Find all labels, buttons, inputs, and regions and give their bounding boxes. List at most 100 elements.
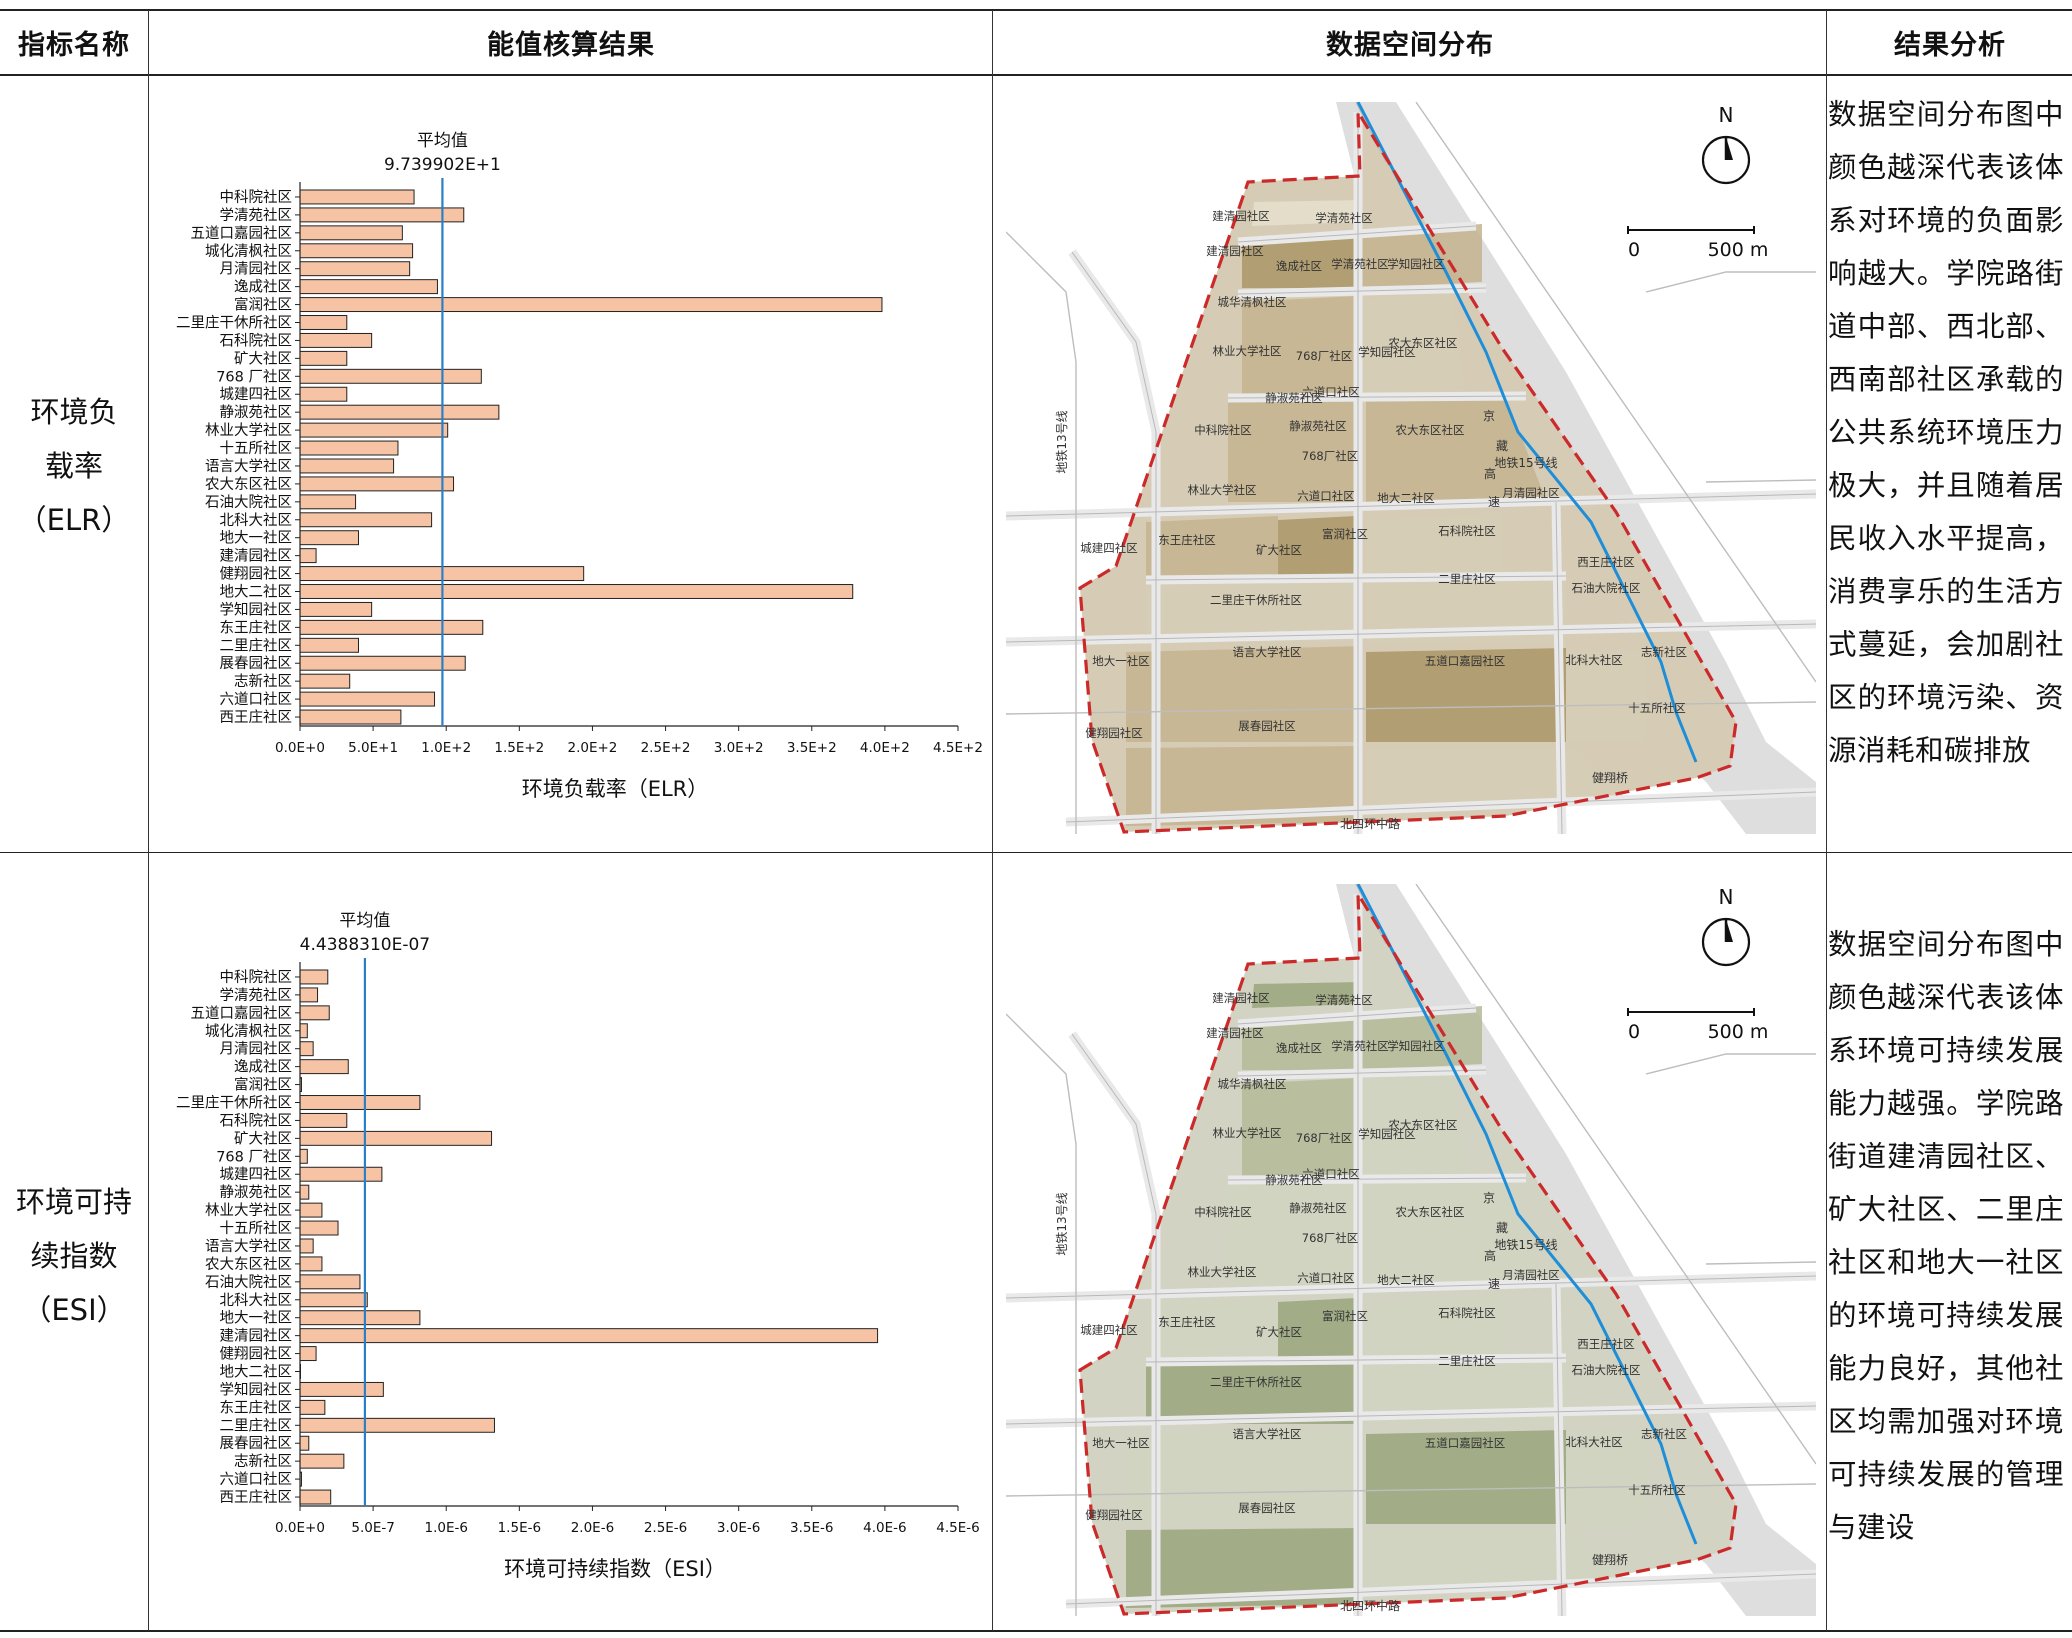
bar bbox=[299, 494, 357, 510]
community-label: 林业大学社区 bbox=[1188, 1265, 1257, 1279]
community-label: 二里庄社区 bbox=[1438, 1354, 1496, 1368]
community-block bbox=[1126, 1428, 1362, 1524]
community-block bbox=[1146, 1362, 1362, 1424]
community-label: 学知园社区 bbox=[1358, 345, 1416, 359]
road-edge bbox=[1145, 575, 1567, 581]
community-block bbox=[1366, 1430, 1566, 1524]
col-divider-1 bbox=[148, 10, 149, 1631]
north-label: N bbox=[1719, 885, 1734, 909]
community-label: 矿大社区 bbox=[1256, 543, 1302, 557]
road-edge bbox=[1065, 791, 1817, 823]
header-result-analysis: 结果分析 bbox=[1894, 29, 2006, 61]
mean-label: 平均值 bbox=[339, 911, 390, 931]
bar bbox=[299, 476, 455, 492]
community-label: 林业大学社区 bbox=[1213, 1126, 1282, 1140]
community-label: 展春园社区 bbox=[1238, 719, 1296, 733]
bar bbox=[299, 261, 411, 277]
north-arrow-needle bbox=[1726, 919, 1733, 942]
row1-analysis-text: 数据空间分布图中颜色越深代表该体系对环境的负面影响越大。学院路街道中部、西北部、… bbox=[1828, 98, 2064, 767]
community-block bbox=[1362, 1006, 1482, 1070]
category-label: 地大二社区 bbox=[220, 584, 293, 601]
category-label: 二里庄社区 bbox=[220, 636, 293, 654]
category-label: 学知园社区 bbox=[220, 601, 293, 618]
category-label: 六道口社区 bbox=[220, 1471, 293, 1488]
road-edge bbox=[1005, 493, 1817, 517]
community-label: 富润社区 bbox=[1322, 527, 1368, 541]
community-label: 地大一社区 bbox=[1092, 1436, 1150, 1450]
road-edge bbox=[1005, 1275, 1817, 1299]
x-tick-label: 1.5E-6 bbox=[498, 1520, 541, 1536]
outer-road-line bbox=[1705, 1261, 1817, 1265]
bar bbox=[299, 440, 399, 456]
category-label: 十五所社区 bbox=[220, 440, 293, 457]
community-label: 六道口社区 bbox=[1297, 489, 1355, 503]
row1-indicator-abbr: （ELR） bbox=[17, 503, 131, 537]
north-label: N bbox=[1719, 103, 1734, 127]
bar bbox=[299, 1148, 308, 1164]
category-label: 逸成社区 bbox=[234, 279, 292, 296]
community-label: 东王庄社区 bbox=[1158, 533, 1216, 547]
bar bbox=[299, 1417, 495, 1433]
road-label: 京 bbox=[1483, 409, 1495, 423]
col-divider-2 bbox=[992, 10, 993, 1631]
community-label: 十五所社区 bbox=[1628, 1483, 1686, 1497]
category-label: 北科大社区 bbox=[220, 512, 293, 529]
x-tick-label: 1.0E+2 bbox=[421, 740, 471, 756]
bar bbox=[299, 1238, 314, 1254]
road-edge bbox=[1005, 623, 1817, 643]
community-block bbox=[1126, 646, 1362, 742]
community-label: 二里庄干休所社区 bbox=[1210, 593, 1302, 607]
community-label: 石科院社区 bbox=[1438, 524, 1496, 538]
category-label: 林业大学社区 bbox=[205, 1202, 292, 1219]
community-label: 健翔园社区 bbox=[1085, 726, 1143, 740]
community-label: 逸成社区 bbox=[1276, 259, 1322, 273]
category-label: 二里庄社区 bbox=[220, 1416, 293, 1434]
road-label: 高 bbox=[1484, 466, 1496, 481]
community-label: 逸成社区 bbox=[1276, 1041, 1322, 1055]
road-edge bbox=[1065, 1573, 1817, 1605]
community-block bbox=[1242, 1020, 1358, 1070]
bar bbox=[299, 987, 319, 1003]
road-label: 健翔桥 bbox=[1592, 1553, 1628, 1567]
bar bbox=[299, 1095, 421, 1110]
table-bottom-rule bbox=[0, 1630, 2072, 1632]
x-axis-title: 环境负载率（ELR） bbox=[522, 777, 709, 801]
metro-line bbox=[1356, 883, 1698, 1545]
community-block bbox=[1146, 1298, 1278, 1364]
road-label: 地铁13号线 bbox=[1055, 410, 1069, 473]
category-label: 地大一社区 bbox=[220, 530, 293, 547]
community-block bbox=[1360, 292, 1466, 394]
community-label: 建清园社区 bbox=[1206, 244, 1264, 258]
x-tick-label: 2.5E-6 bbox=[644, 1520, 687, 1536]
bar bbox=[299, 1435, 310, 1451]
community-block bbox=[1366, 648, 1566, 742]
scale-end-label: 500 m bbox=[1708, 1021, 1769, 1043]
road-edge bbox=[1227, 395, 1527, 399]
mean-value-label: 9.739902E+1 bbox=[384, 155, 501, 175]
outer-road-line bbox=[1005, 701, 1817, 715]
community-label: 志新社区 bbox=[1641, 1427, 1687, 1441]
community-block bbox=[1252, 200, 1362, 226]
x-tick-label: 1.0E-6 bbox=[424, 1520, 467, 1536]
category-label: 矿大社区 bbox=[234, 1130, 292, 1147]
road-edge bbox=[1145, 1357, 1567, 1363]
row-divider-rule bbox=[0, 852, 2072, 853]
category-label: 五道口嘉园社区 bbox=[191, 225, 293, 242]
road-label: 地铁13号线 bbox=[1055, 1192, 1069, 1255]
community-label: 西王庄社区 bbox=[1577, 1337, 1635, 1351]
category-label: 城建四社区 bbox=[220, 1166, 293, 1183]
category-label: 北科大社区 bbox=[220, 1292, 293, 1309]
community-label: 六道口社区 bbox=[1302, 385, 1360, 399]
community-block bbox=[1126, 1528, 1362, 1608]
community-block bbox=[1366, 512, 1502, 572]
community-label: 地大一社区 bbox=[1092, 654, 1150, 668]
category-label: 月清园社区 bbox=[220, 261, 293, 278]
bar bbox=[299, 601, 373, 617]
community-label: 石油大院社区 bbox=[1572, 581, 1641, 595]
bar bbox=[299, 691, 436, 707]
category-label: 西王庄社区 bbox=[220, 1488, 293, 1506]
outer-road-line bbox=[1645, 1053, 1816, 1075]
community-label: 月清园社区 bbox=[1502, 1268, 1560, 1282]
category-label: 石科院社区 bbox=[220, 1112, 293, 1129]
community-block bbox=[1242, 296, 1358, 394]
